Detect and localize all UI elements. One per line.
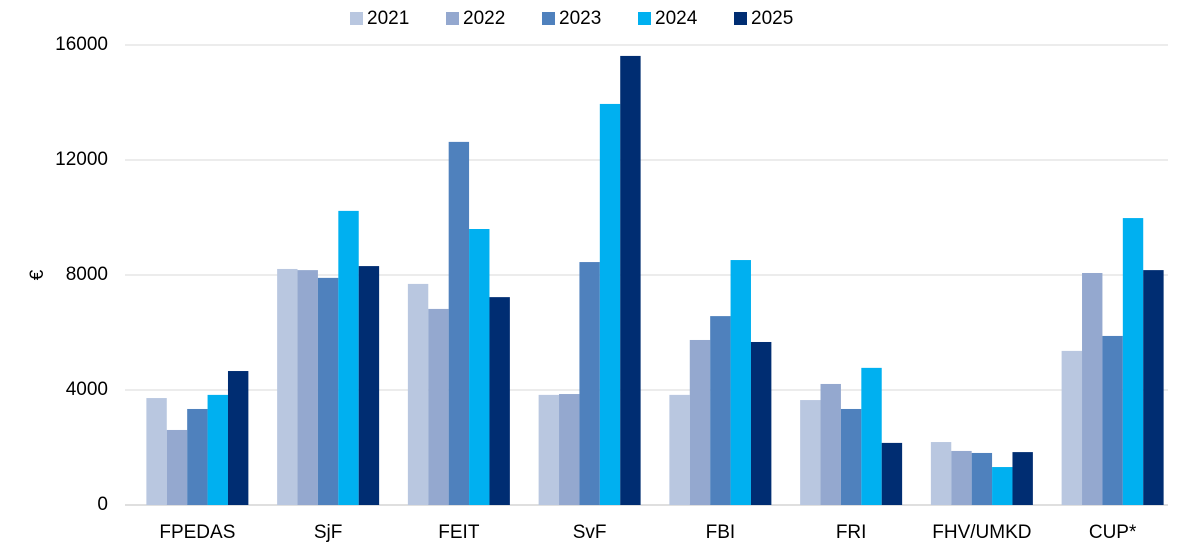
bar: [317, 277, 339, 505]
bar: [207, 394, 228, 505]
bar: [620, 55, 641, 506]
y-axis-label: €: [27, 269, 48, 280]
legend-swatch: [350, 12, 363, 25]
bar: [297, 270, 318, 505]
bar: [358, 266, 380, 505]
bar: [579, 262, 600, 505]
x-tick-label: FPEDAS: [159, 522, 235, 543]
legend-label: 2023: [559, 8, 601, 29]
bar: [166, 429, 188, 505]
bar: [971, 452, 993, 505]
x-tick-label: FRI: [836, 522, 867, 543]
bar: [689, 339, 711, 505]
bar: [146, 398, 167, 505]
bar: [428, 308, 449, 505]
bar: [338, 210, 359, 505]
bar: [227, 371, 249, 505]
bar: [1122, 218, 1144, 505]
bar: [407, 283, 429, 505]
bar: [187, 408, 208, 505]
x-tick-label: FHV/UMKD: [932, 522, 1031, 543]
bar: [861, 367, 882, 505]
x-tick-label: FBI: [706, 522, 736, 543]
x-tick-label: FEIT: [438, 522, 480, 543]
legend-swatch: [638, 12, 651, 25]
y-tick-label: 16000: [55, 34, 108, 55]
x-tick-label: SjF: [314, 522, 343, 543]
bar: [669, 394, 690, 505]
bar: [992, 467, 1013, 505]
bar: [538, 394, 560, 505]
x-tick-label: SvF: [573, 522, 607, 543]
bar: [277, 268, 298, 505]
legend-label: 2024: [655, 8, 698, 29]
bar: [448, 141, 470, 505]
bar: [730, 260, 751, 505]
bar: [840, 408, 862, 505]
y-tick-label: 4000: [66, 379, 108, 400]
x-tick-label: CUP*: [1089, 522, 1137, 543]
bar: [951, 450, 972, 505]
bar: [820, 383, 841, 505]
bar: [750, 341, 772, 505]
bar: [881, 442, 903, 505]
bar: [559, 394, 580, 505]
legend-swatch: [542, 12, 555, 25]
legend-label: 2025: [751, 8, 793, 29]
y-tick-label: 0: [97, 494, 108, 515]
legend-label: 2021: [367, 8, 409, 29]
y-tick-label: 8000: [66, 264, 108, 285]
bar: [710, 316, 731, 505]
bar: [930, 442, 952, 505]
bar: [800, 400, 821, 505]
bar: [599, 103, 621, 505]
bar: [469, 229, 490, 505]
bar: [1012, 452, 1033, 505]
bar: [1143, 270, 1164, 505]
legend-swatch: [734, 12, 747, 25]
y-tick-label: 12000: [55, 149, 108, 170]
bar: [1102, 335, 1123, 505]
bar: [1061, 350, 1083, 505]
bar: [489, 297, 510, 505]
bar: [1082, 272, 1103, 505]
legend-swatch: [446, 12, 459, 25]
legend-label: 2022: [463, 8, 505, 29]
